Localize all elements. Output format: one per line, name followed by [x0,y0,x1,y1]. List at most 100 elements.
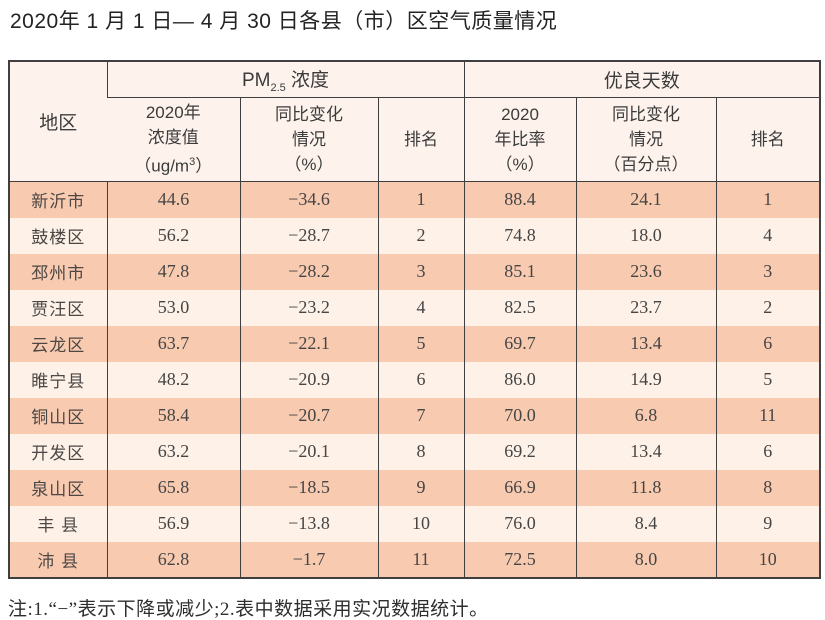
cell-days-change: 6.8 [575,397,717,434]
cell-days-rate: 76.0 [463,505,577,542]
column-header-pm-change: 同比变化 情况 （%） [239,97,378,182]
air-quality-table: 地区 PM2.5 浓度 优良天数 2020年 浓度值 （ug/m3） 同比变化 … [8,60,822,579]
cell-pm-rank: 9 [377,469,465,506]
pm-change-line3: （%） [284,155,334,174]
column-header-days-change: 同比变化 情况 （百分点） [575,97,717,182]
header-sub-row: 2020年 浓度值 （ug/m3） 同比变化 情况 （%） 排名 2020 年比… [9,97,821,182]
cell-days-rate: 66.9 [463,469,577,506]
cell-days-change: 23.6 [575,253,717,290]
pm-value-line1: 2020年 [145,103,201,123]
cell-pm-rank: 3 [377,253,465,290]
cell-pm-change: −18.5 [239,469,378,506]
cell-days-rank: 2 [715,289,821,326]
page-title: 2020年 1 月 1 日— 4 月 30 日各县（市）区空气质量情况 [10,10,558,33]
cell-region: 云龙区 [31,336,86,355]
days-rate-line3: （%） [495,155,545,174]
table-row: 新沂市 44.6 −34.6 1 88.4 24.1 1 [9,181,821,218]
cell-days-change: 11.8 [575,469,717,506]
footnote: 注:1.“−”表示下降或减少;2.表中数据采用实况数据统计。 [8,598,489,620]
table-row: 睢宁县 48.2 −20.9 6 86.0 14.9 5 [9,361,821,398]
table-row: 铜山区 58.4 −20.7 7 70.0 6.8 11 [9,397,821,434]
column-group-good-days: 优良天数 [463,61,821,98]
cell-pm-rank: 6 [377,361,465,398]
cell-pm-rank: 10 [377,505,465,542]
cell-region: 丰 县 [37,516,80,535]
cell-days-rank: 10 [715,541,821,578]
cell-pm-value: 53.0 [106,289,240,326]
cell-region: 邳州市 [31,264,86,283]
cell-days-rank: 4 [715,217,821,254]
cell-days-rate: 82.5 [463,289,577,326]
cell-days-change: 24.1 [575,181,717,218]
cell-days-rate: 88.4 [463,181,577,218]
pm25-label-main: PM [241,70,271,92]
cell-pm-change: −20.9 [239,361,378,398]
column-header-days-rank: 排名 [715,97,821,182]
cell-pm-change: −22.1 [239,325,378,362]
cell-pm-rank: 4 [377,289,465,326]
cell-pm-change: −13.8 [239,505,378,542]
cell-pm-change: −28.7 [239,217,378,254]
days-change-line2: 情况 [629,130,664,149]
cell-region: 贾汪区 [31,300,86,319]
cell-days-rank: 11 [715,397,821,434]
cell-pm-rank: 7 [377,397,465,434]
table-header: 地区 PM2.5 浓度 优良天数 2020年 浓度值 （ug/m3） 同比变化 … [9,61,821,182]
cell-days-rank: 3 [715,253,821,290]
pm-change-line2: 情况 [292,130,326,149]
column-header-days-rate: 2020 年比率 （%） [463,97,577,182]
cell-days-rank: 8 [715,469,821,506]
cell-region: 鼓楼区 [31,228,86,247]
cell-days-rank: 1 [715,181,821,218]
cell-pm-value: 63.2 [106,433,240,470]
cell-pm-change: −20.7 [239,397,378,434]
cell-days-rate: 69.2 [463,433,577,470]
cell-region: 铜山区 [31,408,86,427]
cell-days-rate: 85.1 [463,253,577,290]
pm-value-line3: （ug/m3） [109,150,238,179]
cell-days-rank: 6 [715,433,821,470]
column-header-pm-value: 2020年 浓度值 （ug/m3） [107,97,240,182]
cell-pm-value: 62.8 [106,541,240,578]
cell-days-rank: 5 [715,361,821,398]
cell-days-rate: 70.0 [463,397,577,434]
pm-value-unit-post: ） [195,156,213,176]
header-group-row: 地区 PM2.5 浓度 优良天数 [9,61,821,182]
column-header-pm-rank: 排名 [377,97,465,182]
cell-days-change: 8.0 [575,541,717,578]
cell-days-change: 8.4 [575,505,717,542]
cell-region: 新沂市 [31,192,86,212]
cell-pm-rank: 5 [377,325,465,362]
cell-days-change: 13.4 [575,325,717,362]
pm25-label-rest: 浓度 [285,70,330,92]
table-row: 沛 县 62.8 −1.7 11 72.5 8.0 10 [9,541,821,578]
cell-days-change: 23.7 [575,289,717,326]
table-row: 贾汪区 53.0 −23.2 4 82.5 23.7 2 [9,289,821,326]
days-rate-line1: 2020 [501,105,539,124]
cell-pm-change: −20.1 [239,433,378,470]
days-rate-line2: 年比率 [494,130,546,149]
cell-pm-change: −28.2 [239,253,378,290]
cell-pm-value: 47.8 [106,253,240,290]
cell-pm-value: 56.9 [106,505,240,542]
table-row: 邳州市 47.8 −28.2 3 85.1 23.6 3 [9,253,821,290]
days-change-line1: 同比变化 [612,105,681,124]
cell-region: 开发区 [31,444,86,463]
pm-value-unit-superscript: 3 [189,156,196,169]
cell-days-change: 14.9 [575,361,717,398]
cell-days-rank: 9 [715,505,821,542]
cell-pm-value: 63.7 [106,325,240,362]
table-row: 云龙区 63.7 −22.1 5 69.7 13.4 6 [9,325,821,362]
pm-change-line1: 同比变化 [275,105,343,124]
cell-pm-value: 58.4 [106,397,240,434]
cell-pm-value: 65.8 [106,469,240,506]
cell-pm-value: 56.2 [106,217,240,254]
table-row: 开发区 63.2 −20.1 8 69.2 13.4 6 [9,433,821,470]
pm-value-unit-pre: （ug/m [134,156,190,176]
cell-days-change: 18.0 [575,217,717,254]
column-group-pm25: PM2.5 浓度 [106,61,465,98]
column-header-region: 地区 [9,61,107,182]
cell-days-rate: 69.7 [463,325,577,362]
cell-pm-rank: 11 [377,541,465,578]
